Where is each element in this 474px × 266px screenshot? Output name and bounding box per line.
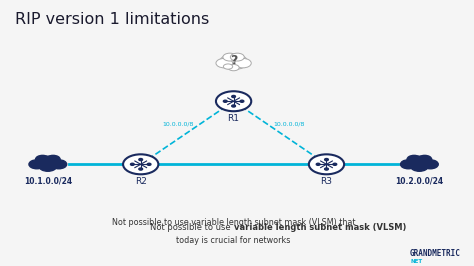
Circle shape	[36, 155, 50, 163]
Circle shape	[230, 53, 244, 61]
Text: variable length subnet mask (VLSM): variable length subnet mask (VLSM)	[234, 223, 406, 232]
Circle shape	[123, 154, 158, 174]
Text: 10.2.0.0/24: 10.2.0.0/24	[395, 176, 444, 185]
Circle shape	[333, 163, 337, 165]
Circle shape	[139, 159, 143, 161]
Circle shape	[422, 160, 438, 169]
Circle shape	[240, 100, 244, 102]
Circle shape	[51, 160, 67, 169]
Circle shape	[39, 161, 56, 171]
Circle shape	[219, 54, 247, 70]
Circle shape	[216, 91, 251, 111]
Circle shape	[407, 155, 421, 163]
Text: R1: R1	[228, 114, 239, 123]
Circle shape	[223, 64, 233, 69]
Text: NET: NET	[410, 259, 422, 264]
Text: 10.1.0.0/24: 10.1.0.0/24	[24, 176, 72, 185]
Circle shape	[29, 160, 45, 169]
Text: GRANDMETRIC: GRANDMETRIC	[410, 249, 461, 258]
Text: RIP version 1 limitations: RIP version 1 limitations	[15, 12, 210, 27]
Circle shape	[401, 160, 416, 169]
Text: R3: R3	[320, 177, 332, 186]
Circle shape	[325, 159, 328, 161]
Circle shape	[410, 161, 428, 171]
Circle shape	[316, 163, 320, 165]
Text: 10.0.0.0/8: 10.0.0.0/8	[162, 121, 193, 126]
Text: 10.0.0.0/8: 10.0.0.0/8	[273, 121, 305, 126]
Circle shape	[223, 53, 237, 61]
Circle shape	[130, 163, 134, 165]
Circle shape	[232, 105, 236, 107]
Circle shape	[410, 156, 429, 167]
Circle shape	[139, 168, 143, 170]
Circle shape	[325, 168, 328, 170]
Circle shape	[235, 59, 251, 68]
Text: Not possible to use variable length subnet mask (VLSM) that: Not possible to use variable length subn…	[106, 223, 361, 232]
Text: Not possible to use variable length subnet mask (VLSM) that: Not possible to use variable length subn…	[112, 218, 356, 227]
Circle shape	[223, 100, 227, 102]
Text: Not possible to use: Not possible to use	[150, 223, 234, 232]
Text: ?: ?	[230, 54, 237, 67]
Circle shape	[46, 155, 60, 163]
Circle shape	[232, 95, 236, 98]
Text: R2: R2	[135, 177, 146, 186]
Circle shape	[216, 59, 233, 68]
Circle shape	[309, 154, 344, 174]
Circle shape	[38, 156, 57, 167]
Circle shape	[228, 64, 239, 71]
Text: today is crucial for networks: today is crucial for networks	[176, 236, 291, 245]
Circle shape	[147, 163, 151, 165]
Circle shape	[418, 155, 432, 163]
